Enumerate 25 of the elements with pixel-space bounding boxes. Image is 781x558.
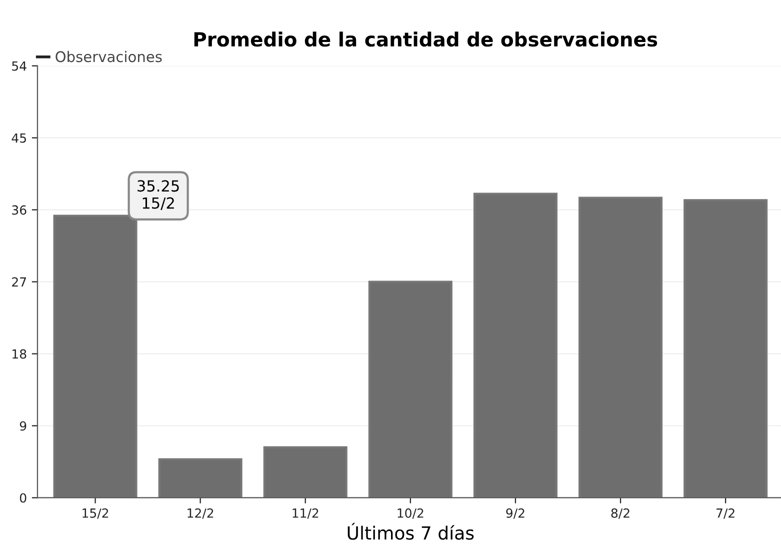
bar xyxy=(263,446,348,498)
y-tick-label: 9 xyxy=(20,421,26,431)
y-tick-label: 0 xyxy=(20,493,26,503)
y-tick-label: 54 xyxy=(12,61,26,71)
x-tick-label: 7/2 xyxy=(716,508,734,519)
y-tick-label: 27 xyxy=(12,277,26,287)
y-tick-label: 36 xyxy=(12,205,26,215)
x-tick-label: 11/2 xyxy=(292,508,318,519)
text: Observaciones xyxy=(56,50,162,62)
x-axis-title: Últimos 7 días xyxy=(348,522,474,540)
bar xyxy=(53,214,138,498)
bar xyxy=(684,199,768,498)
bar xyxy=(368,280,452,498)
y-tick-label: 18 xyxy=(12,349,26,359)
annotation: 35.25 15/2 xyxy=(138,180,179,210)
x-tick-label: 8/2 xyxy=(611,508,630,519)
bar xyxy=(158,458,242,498)
y-tick-label: 45 xyxy=(12,133,26,143)
x-tick-label: 12/2 xyxy=(188,508,214,519)
x-tick-label: 9/2 xyxy=(506,508,524,519)
bar xyxy=(578,196,663,498)
chart-title: Promedio de la cantidad de observaciones xyxy=(194,32,658,47)
x-tick-label: 10/2 xyxy=(398,508,424,519)
bar xyxy=(473,192,558,498)
x-tick-label: 15/2 xyxy=(82,508,108,519)
